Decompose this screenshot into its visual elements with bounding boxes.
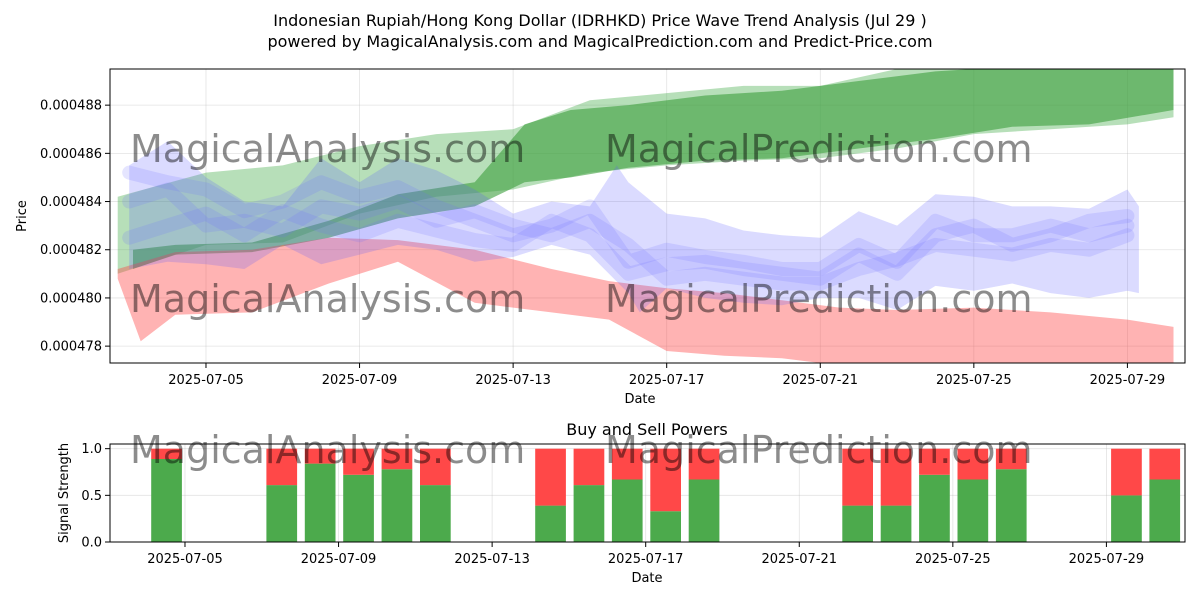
price-y-tick-label-1: 0.000480 xyxy=(40,291,102,306)
buy-bar-14 xyxy=(957,479,989,542)
price-wave-lines xyxy=(122,165,1135,291)
watermark-top-right-2: MagicalPrediction.com xyxy=(605,277,1033,321)
sell-bar-5 xyxy=(420,448,451,486)
signal-x-tick-label-0: 2025-07-05 xyxy=(147,552,223,567)
watermark-top-left-1: MagicalAnalysis.com xyxy=(130,127,525,171)
chart-title-line2: powered by MagicalAnalysis.com and Magic… xyxy=(267,32,932,51)
signal-x-axis-label: Date xyxy=(631,571,662,586)
price-x-tick-label-1: 2025-07-09 xyxy=(322,373,398,388)
signal-y-tick-label-0: 0.0 xyxy=(81,536,102,551)
sell-bar-12 xyxy=(880,448,912,506)
buy-bar-0 xyxy=(151,458,182,542)
signal-x-tick-label-3: 2025-07-17 xyxy=(608,552,684,567)
signal-y-tick-label-1: 0.5 xyxy=(81,489,102,504)
signal-x-tick-label-1: 2025-07-09 xyxy=(301,552,377,567)
buy-bar-16 xyxy=(1111,495,1142,542)
signal-x-ticks: 2025-07-05 2025-07-09 2025-07-13 2025-07-17… xyxy=(147,542,1144,567)
sell-bar-9 xyxy=(650,448,681,512)
signal-y-tick-label-2: 1.0 xyxy=(81,442,102,457)
buy-sell-title: Buy and Sell Powers xyxy=(566,420,728,439)
sell-bar-1 xyxy=(266,448,298,486)
price-wave-line-2 xyxy=(122,204,1135,286)
price-x-tick-label-2: 2025-07-13 xyxy=(475,373,551,388)
sell-bar-0 xyxy=(151,448,182,459)
buy-bar-1 xyxy=(266,485,298,542)
price-wave-chart: MagicalAnalysis.com MagicalPrediction.co… xyxy=(15,68,1186,407)
buy-bar-3 xyxy=(343,474,374,542)
sell-bar-7 xyxy=(573,448,605,486)
watermark-bottom-left: MagicalAnalysis.com xyxy=(130,428,525,472)
buy-bar-12 xyxy=(880,505,912,542)
buy-bar-8 xyxy=(611,479,643,542)
price-band-green-dark xyxy=(133,69,1174,269)
buy-sell-chart: Buy and Sell Powers MagicalAnalysis.com … xyxy=(57,420,1186,586)
sell-bar-6 xyxy=(535,448,566,506)
price-y-ticks: 0.000478 0.000480 0.000482 0.000484 0.000486… xyxy=(40,99,110,355)
price-y-tick-label-5: 0.000488 xyxy=(40,99,102,114)
watermark-top-right-1: MagicalPrediction.com xyxy=(605,127,1033,171)
price-y-tick-label-2: 0.000482 xyxy=(40,243,102,258)
price-x-axis-label: Date xyxy=(624,392,655,407)
price-y-tick-label-3: 0.000484 xyxy=(40,195,102,210)
price-x-tick-label-6: 2025-07-29 xyxy=(1090,373,1166,388)
signal-x-tick-label-4: 2025-07-21 xyxy=(761,552,837,567)
buy-bar-13 xyxy=(919,474,950,542)
price-x-tick-label-5: 2025-07-25 xyxy=(936,373,1012,388)
watermark-bottom-right: MagicalPrediction.com xyxy=(605,428,1033,472)
sell-bar-14 xyxy=(957,448,989,480)
buy-bar-6 xyxy=(535,505,566,542)
price-x-tick-label-3: 2025-07-17 xyxy=(629,373,705,388)
price-band-red xyxy=(117,237,1174,363)
price-wave-line-1 xyxy=(122,182,1135,291)
signal-y-ticks: 0.0 0.5 1.0 xyxy=(81,442,110,551)
sell-bar-15 xyxy=(995,448,1027,470)
signal-plot-frame xyxy=(109,443,1186,543)
buy-bar-4 xyxy=(381,469,413,542)
price-y-tick-label-4: 0.000486 xyxy=(40,147,102,162)
signal-bars xyxy=(151,448,1181,542)
price-x-tick-label-0: 2025-07-05 xyxy=(168,373,244,388)
sell-bar-3 xyxy=(343,448,374,475)
price-x-ticks: 2025-07-05 2025-07-09 2025-07-13 2025-07-17… xyxy=(168,363,1165,388)
sell-bar-8 xyxy=(611,448,643,480)
buy-bar-17 xyxy=(1149,479,1181,542)
price-band-blue xyxy=(129,141,1139,313)
price-y-axis-label: Price xyxy=(15,200,30,232)
buy-bar-11 xyxy=(842,505,873,542)
price-y-tick-label-0: 0.000478 xyxy=(40,340,102,355)
watermark-top-left-2: MagicalAnalysis.com xyxy=(130,277,525,321)
buy-bar-2 xyxy=(304,463,336,542)
signal-y-axis-label: Signal Strength xyxy=(57,443,72,543)
signal-x-tick-label-5: 2025-07-25 xyxy=(915,552,991,567)
signal-x-tick-label-2: 2025-07-13 xyxy=(454,552,530,567)
buy-bar-5 xyxy=(420,485,451,542)
chart-title-line1: Indonesian Rupiah/Hong Kong Dollar (IDRH… xyxy=(273,11,927,30)
buy-bar-15 xyxy=(995,469,1027,542)
buy-bar-9 xyxy=(650,511,681,542)
price-plot-frame xyxy=(109,68,1186,364)
sell-bar-10 xyxy=(688,448,720,480)
price-x-tick-label-4: 2025-07-21 xyxy=(782,373,858,388)
sell-bar-4 xyxy=(381,448,413,470)
buy-bar-10 xyxy=(688,479,720,542)
price-bands xyxy=(117,69,1174,363)
signal-x-tick-label-6: 2025-07-29 xyxy=(1069,552,1145,567)
sell-bar-11 xyxy=(842,448,873,506)
price-wave-line-0 xyxy=(122,165,1135,276)
sell-bar-13 xyxy=(919,448,950,475)
sell-bar-17 xyxy=(1149,448,1181,480)
sell-bar-16 xyxy=(1111,448,1142,496)
sell-bar-2 xyxy=(304,448,336,464)
buy-bar-7 xyxy=(573,485,605,542)
